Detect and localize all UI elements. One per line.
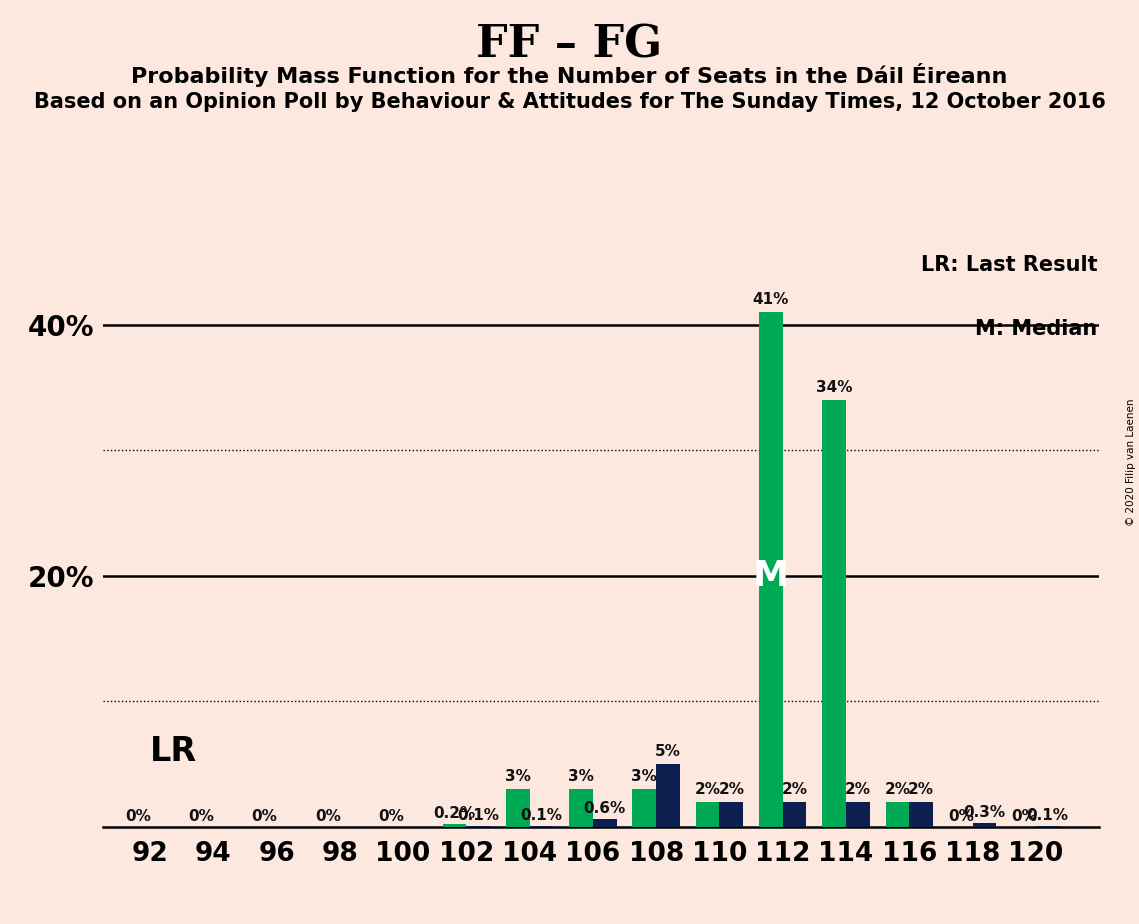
Text: LR: Last Result: LR: Last Result [920, 255, 1097, 275]
Text: 3%: 3% [631, 770, 657, 784]
Bar [822, 400, 846, 827]
Text: Probability Mass Function for the Number of Seats in the Dáil Éireann: Probability Mass Function for the Number… [131, 63, 1008, 87]
Text: M: M [753, 559, 789, 593]
Text: 41%: 41% [753, 292, 789, 307]
Text: 2%: 2% [781, 782, 808, 796]
Text: 0.1%: 0.1% [521, 808, 563, 822]
Text: 0%: 0% [316, 808, 341, 824]
Bar [506, 789, 530, 827]
Text: M: Median: M: Median [975, 319, 1097, 339]
Text: 2%: 2% [695, 782, 721, 796]
Text: © 2020 Filip van Laenen: © 2020 Filip van Laenen [1126, 398, 1136, 526]
Text: 0%: 0% [125, 808, 151, 824]
Bar [1035, 826, 1059, 827]
Text: 0.3%: 0.3% [964, 805, 1006, 821]
Bar [973, 823, 997, 827]
Bar [909, 802, 933, 827]
Text: 2%: 2% [885, 782, 910, 796]
Bar [696, 802, 720, 827]
Text: 3%: 3% [505, 770, 531, 784]
Text: Based on an Opinion Poll by Behaviour & Attitudes for The Sunday Times, 12 Octob: Based on an Opinion Poll by Behaviour & … [33, 92, 1106, 113]
Text: 0.1%: 0.1% [457, 808, 499, 822]
Text: 5%: 5% [655, 744, 681, 760]
Bar [759, 312, 782, 827]
Text: 0%: 0% [252, 808, 278, 824]
Bar [782, 802, 806, 827]
Bar [720, 802, 743, 827]
Bar [570, 789, 593, 827]
Bar [885, 802, 909, 827]
Text: 0.1%: 0.1% [1026, 808, 1068, 822]
Text: 0%: 0% [378, 808, 404, 824]
Text: 0.6%: 0.6% [583, 801, 626, 816]
Bar [443, 824, 466, 827]
Text: 0%: 0% [188, 808, 214, 824]
Text: 2%: 2% [719, 782, 744, 796]
Text: FF – FG: FF – FG [476, 23, 663, 67]
Text: 0.2%: 0.2% [433, 807, 476, 821]
Bar [846, 802, 870, 827]
Bar [530, 826, 554, 827]
Text: 2%: 2% [845, 782, 871, 796]
Bar [593, 820, 616, 827]
Text: 0%: 0% [1011, 808, 1036, 824]
Text: 0%: 0% [948, 808, 974, 824]
Text: 34%: 34% [816, 380, 852, 395]
Bar [656, 764, 680, 827]
Text: 3%: 3% [568, 770, 593, 784]
Bar [466, 826, 490, 827]
Text: 2%: 2% [908, 782, 934, 796]
Text: LR: LR [150, 736, 197, 768]
Bar [632, 789, 656, 827]
